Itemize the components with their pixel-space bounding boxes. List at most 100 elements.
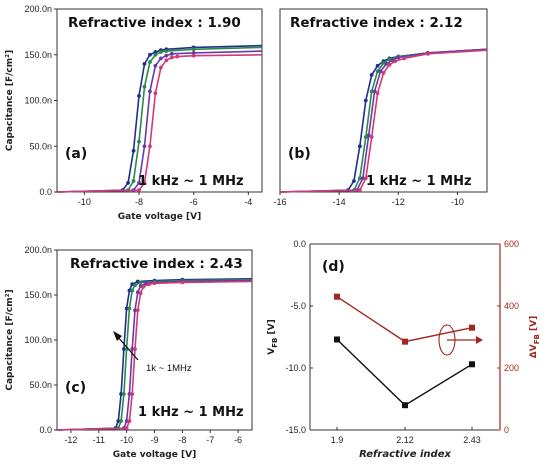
axis-pointer-arrow-head xyxy=(476,336,483,344)
data-point xyxy=(164,49,169,53)
y-tick-label: 0.0 xyxy=(39,425,52,435)
x-tick-label: -9 xyxy=(150,435,158,445)
data-point xyxy=(425,51,430,56)
data-point xyxy=(133,283,137,287)
data-point xyxy=(375,63,380,68)
data-point xyxy=(138,291,143,296)
data-point xyxy=(191,47,196,52)
panel-title: Refractive index : 1.90 xyxy=(68,15,241,31)
x-tick-label: -4 xyxy=(244,197,252,207)
left-y-axis-label: VFB [V] xyxy=(267,319,279,354)
x-tick-label: -12 xyxy=(64,435,77,445)
y-tick-label: 200.0n xyxy=(24,4,52,14)
data-point xyxy=(153,52,158,57)
data-point xyxy=(369,72,374,77)
data-point xyxy=(402,56,407,61)
frequency-range-label: 1 kHz ~ 1 MHz xyxy=(138,174,244,189)
left-y-tick-label: -15.0 xyxy=(285,425,306,435)
data-point xyxy=(127,419,132,423)
y-tick-label: 50.0n xyxy=(29,141,52,151)
data-point xyxy=(121,392,126,396)
annotation-arrow-head xyxy=(113,331,122,341)
x-tick-label: -16 xyxy=(273,197,286,207)
data-point xyxy=(142,84,147,89)
data-point xyxy=(393,59,398,64)
right-y-axis-label: ΔVFB [V] xyxy=(529,316,541,358)
data-point xyxy=(334,336,340,343)
data-point xyxy=(137,94,141,98)
data-point xyxy=(130,347,135,351)
y-tick-label: 150.0n xyxy=(24,290,52,300)
data-point xyxy=(119,392,123,396)
data-point xyxy=(357,188,362,193)
data-point xyxy=(158,50,163,54)
data-point xyxy=(141,285,146,289)
data-point xyxy=(135,308,140,313)
x-tick-label: 1.9 xyxy=(331,435,344,445)
data-point xyxy=(158,56,163,61)
data-point xyxy=(375,91,380,96)
data-point xyxy=(148,89,152,94)
data-point xyxy=(127,392,132,396)
data-point xyxy=(127,306,132,311)
data-point xyxy=(153,91,158,96)
right-y-tick-label: 400 xyxy=(504,301,519,311)
annotation-label: 1k ~ 1MHz xyxy=(146,363,192,374)
data-point xyxy=(142,62,147,66)
y-axis-label: Capacitance [F/cm²] xyxy=(5,289,15,390)
data-point xyxy=(133,308,137,313)
x-tick-label: -6 xyxy=(190,197,198,207)
data-point xyxy=(137,180,141,185)
data-point xyxy=(124,306,129,311)
panel-label: (d) xyxy=(322,259,345,275)
x-tick-label: -10 xyxy=(451,197,464,207)
x-tick-label: -10 xyxy=(120,435,133,445)
x-tick-label: -8 xyxy=(135,197,143,207)
y-tick-label: 200.0n xyxy=(24,245,52,255)
plot-frame xyxy=(279,8,488,193)
data-point xyxy=(372,89,377,94)
data-point xyxy=(130,392,135,396)
frequency-range-label: 1 kHz ~ 1 MHz xyxy=(138,405,244,420)
data-point xyxy=(153,63,158,68)
series-line-2 xyxy=(336,296,473,343)
data-point xyxy=(131,179,136,183)
data-point xyxy=(142,180,147,185)
data-point xyxy=(152,281,157,286)
data-point xyxy=(148,144,152,149)
series-line-2 xyxy=(56,46,263,193)
data-point xyxy=(180,280,185,285)
data-point xyxy=(352,179,356,183)
data-point xyxy=(148,60,152,64)
x-tick-label: -10 xyxy=(78,197,91,207)
data-point xyxy=(137,188,141,193)
series-line-1 xyxy=(279,48,488,193)
panel-title: Refractive index : 2.12 xyxy=(290,15,463,31)
data-point xyxy=(363,176,368,181)
data-point xyxy=(142,144,147,149)
data-point xyxy=(375,69,380,74)
data-point xyxy=(131,148,136,153)
panel-label: (b) xyxy=(288,146,311,162)
data-point xyxy=(169,55,174,60)
y-tick-label: 150.0n xyxy=(24,50,52,60)
x-tick-label: -7 xyxy=(206,435,214,445)
data-point xyxy=(396,55,401,60)
right-y-tick-label: 0 xyxy=(504,425,509,435)
right-y-tick-label: 200 xyxy=(504,363,519,373)
data-point xyxy=(469,361,475,368)
y-tick-label: 100.0n xyxy=(24,96,52,106)
data-point xyxy=(124,419,129,423)
y-tick-label: 50.0n xyxy=(29,380,52,390)
left-y-tick-label: -5.0 xyxy=(290,301,306,311)
data-point xyxy=(116,419,121,423)
data-point xyxy=(164,53,169,58)
data-point xyxy=(126,180,130,185)
x-axis-label: Gate voltage [V] xyxy=(113,450,196,460)
left-y-tick-label: 0.0 xyxy=(293,239,306,249)
data-point xyxy=(121,347,126,351)
data-point xyxy=(366,133,371,138)
data-point xyxy=(381,71,386,75)
panel-label: (c) xyxy=(65,380,86,396)
data-point xyxy=(363,135,368,140)
